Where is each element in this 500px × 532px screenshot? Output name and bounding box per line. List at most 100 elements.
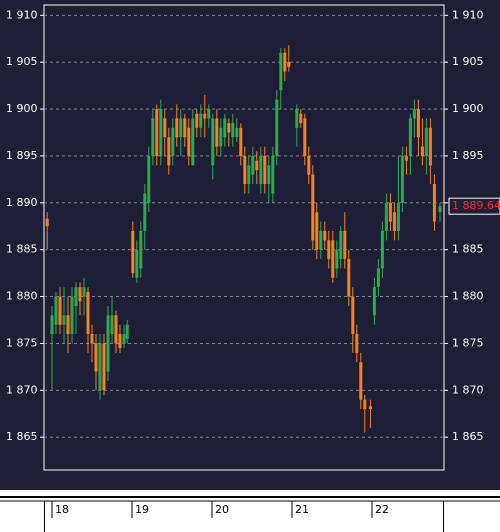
candle-body: [307, 155, 311, 175]
y-tick-label: 1 910: [452, 8, 484, 21]
candle-body: [114, 315, 118, 344]
y-tick-label: 1 910: [6, 8, 38, 21]
y-tick-label: 1 905: [6, 55, 38, 68]
candle-body: [279, 52, 283, 91]
candle-body: [432, 184, 436, 222]
candle-body: [102, 343, 106, 391]
candle-body: [135, 249, 139, 278]
x-tick-label: 22: [375, 503, 389, 516]
candle-body: [74, 287, 78, 306]
y-tick-label: 1 895: [6, 149, 38, 162]
candle-body: [319, 230, 323, 250]
y-tick-label: 1 900: [452, 102, 484, 115]
candle-body: [255, 160, 259, 170]
candle-body: [271, 155, 275, 194]
candle-body: [167, 137, 171, 166]
x-tick-label: 21: [295, 503, 309, 516]
candle-body: [155, 109, 159, 156]
candle-body: [380, 230, 384, 269]
candle-body: [315, 212, 319, 250]
candle-body: [420, 146, 424, 156]
y-tick-label: 1 880: [452, 290, 484, 303]
candle-body: [339, 230, 343, 260]
candle-body: [351, 296, 355, 335]
candle-body: [323, 230, 327, 241]
candle-body: [424, 127, 428, 156]
candle-body: [143, 193, 147, 231]
candle-body: [187, 127, 191, 156]
candle-body: [203, 113, 207, 119]
candle-body: [404, 155, 408, 161]
candle-body: [131, 230, 135, 274]
candle-body: [195, 113, 199, 128]
candle-body: [243, 155, 247, 185]
candle-body: [179, 118, 183, 138]
candle-body: [275, 99, 279, 156]
candle-body: [327, 240, 331, 260]
candle-body: [54, 296, 58, 325]
candle-body: [295, 109, 299, 128]
candle-body: [400, 155, 404, 203]
y-tick-label: 1 875: [6, 336, 38, 349]
candle-body: [303, 118, 307, 156]
candle-body: [147, 155, 151, 203]
candle-body: [223, 118, 227, 138]
candle-body: [211, 118, 215, 166]
x-tick-label: 19: [135, 503, 149, 516]
candle-body: [235, 127, 239, 138]
candle-body: [251, 155, 255, 175]
y-tick-label: 1 865: [452, 430, 484, 443]
candle-body: [227, 123, 231, 133]
candle-body: [392, 212, 396, 231]
candle-body: [388, 202, 392, 222]
candle-body: [159, 109, 163, 156]
candle-body: [191, 118, 195, 166]
last-price-box: [448, 197, 500, 215]
candle-body: [82, 287, 86, 297]
candle-body: [311, 174, 315, 241]
candle-body: [384, 202, 388, 231]
candle-body: [287, 62, 291, 67]
candle-body: [139, 230, 143, 269]
candle-body: [299, 113, 303, 124]
candle-body: [438, 206, 442, 213]
candle-body: [259, 155, 263, 185]
candle-body: [106, 315, 110, 372]
candle-body: [50, 315, 54, 335]
y-tick-label: 1 875: [452, 336, 484, 349]
plot-frame: [43, 4, 445, 471]
candle-body: [199, 113, 203, 128]
y-tick-label: 1 870: [452, 383, 484, 396]
y-tick-label: 1 885: [6, 243, 38, 256]
candle-body: [247, 165, 251, 185]
y-tick-label: 1 880: [6, 290, 38, 303]
y-tick-label: 1 885: [452, 243, 484, 256]
candle-body: [183, 118, 187, 138]
candle-body: [175, 118, 179, 138]
candle-body: [215, 118, 219, 147]
candle-body: [45, 218, 49, 227]
candle-body: [376, 268, 380, 288]
candle-body: [239, 127, 243, 156]
candle-body: [231, 123, 235, 138]
candle-body: [163, 118, 167, 138]
candle-body: [343, 230, 347, 260]
y-tick-label: 1 895: [452, 149, 484, 162]
candle-body: [125, 324, 129, 339]
candle-body: [355, 334, 359, 353]
candle-body: [122, 334, 126, 344]
candle-body: [219, 127, 223, 147]
candle-body: [98, 343, 102, 391]
y-tick-label: 1 870: [6, 383, 38, 396]
candle-body: [372, 287, 376, 316]
candle-body: [408, 118, 412, 156]
candle-body: [412, 109, 416, 119]
candle-body: [78, 287, 82, 302]
candle-body: [263, 155, 267, 185]
candle-body: [94, 343, 98, 372]
candle-body: [66, 315, 70, 335]
candle-body: [118, 334, 122, 349]
y-tick-label: 1 890: [6, 196, 38, 209]
candle-body: [396, 202, 400, 231]
candle-body: [151, 118, 155, 156]
